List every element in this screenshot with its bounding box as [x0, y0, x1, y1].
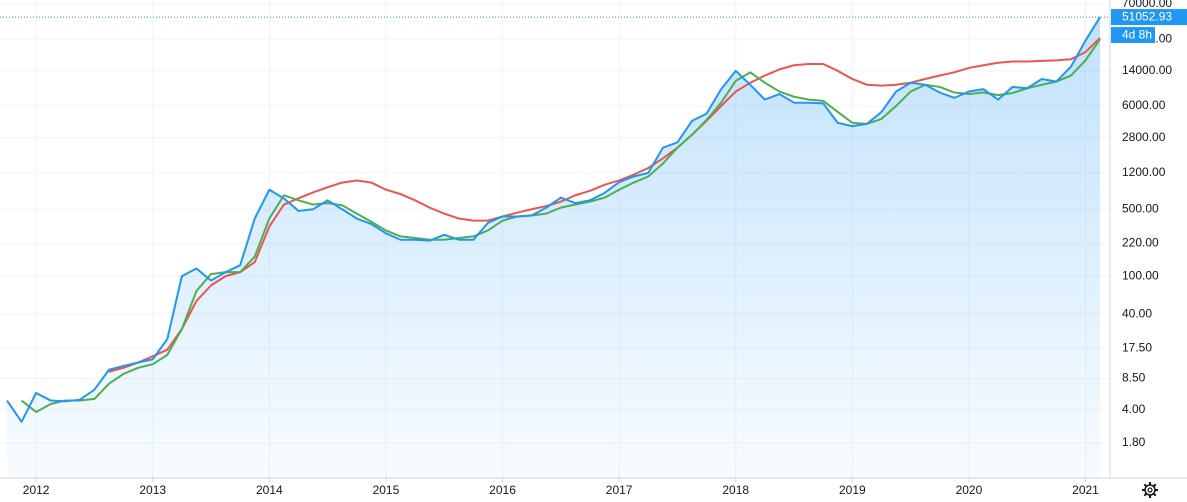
y-tick-label: 1.80	[1122, 435, 1146, 449]
countdown-label: 4d 8h	[1122, 28, 1152, 42]
y-tick-label: 6000.00	[1122, 98, 1166, 112]
settings-icon[interactable]	[1142, 482, 1158, 498]
y-tick-label: 40.00	[1122, 306, 1152, 320]
x-tick-label: 2019	[839, 483, 866, 497]
y-tick-label: 17.50	[1122, 341, 1152, 355]
y-tick-label: 100.00	[1122, 268, 1159, 282]
x-tick-label: 2013	[139, 483, 166, 497]
x-tick-label: 2018	[722, 483, 749, 497]
x-tick-label: 2017	[606, 483, 633, 497]
y-tick-label: 70000.00	[1122, 0, 1172, 10]
last-price-label: 51052.93	[1122, 10, 1172, 24]
y-tick-label: 500.00	[1122, 201, 1159, 215]
gear-teeth	[1142, 482, 1158, 498]
moving-average-line	[20, 38, 1101, 413]
price-area	[6, 17, 1101, 478]
plot	[6, 16, 1101, 478]
y-tick-label: 2800.00	[1122, 130, 1166, 144]
moving-average-line	[108, 37, 1101, 373]
y-tick-label: 14000.00	[1122, 63, 1172, 77]
y-tick-label: 8.50	[1122, 371, 1146, 385]
countdown-box	[1111, 27, 1155, 44]
x-tick-label: 2016	[489, 483, 516, 497]
x-tick-label: 2021	[1072, 483, 1099, 497]
y-tick-label: 4.00	[1122, 402, 1146, 416]
price-line	[6, 16, 1101, 423]
x-tick-label: 2012	[23, 483, 50, 497]
gear-hub	[1147, 487, 1153, 493]
x-tick-label: 2014	[256, 483, 283, 497]
x-tick-label: 2015	[373, 483, 400, 497]
y-tick-label: 1200.00	[1122, 165, 1166, 179]
x-tick-label: 2020	[956, 483, 983, 497]
y-tick-label: 220.00	[1122, 236, 1159, 250]
last-price-box	[1111, 9, 1187, 26]
